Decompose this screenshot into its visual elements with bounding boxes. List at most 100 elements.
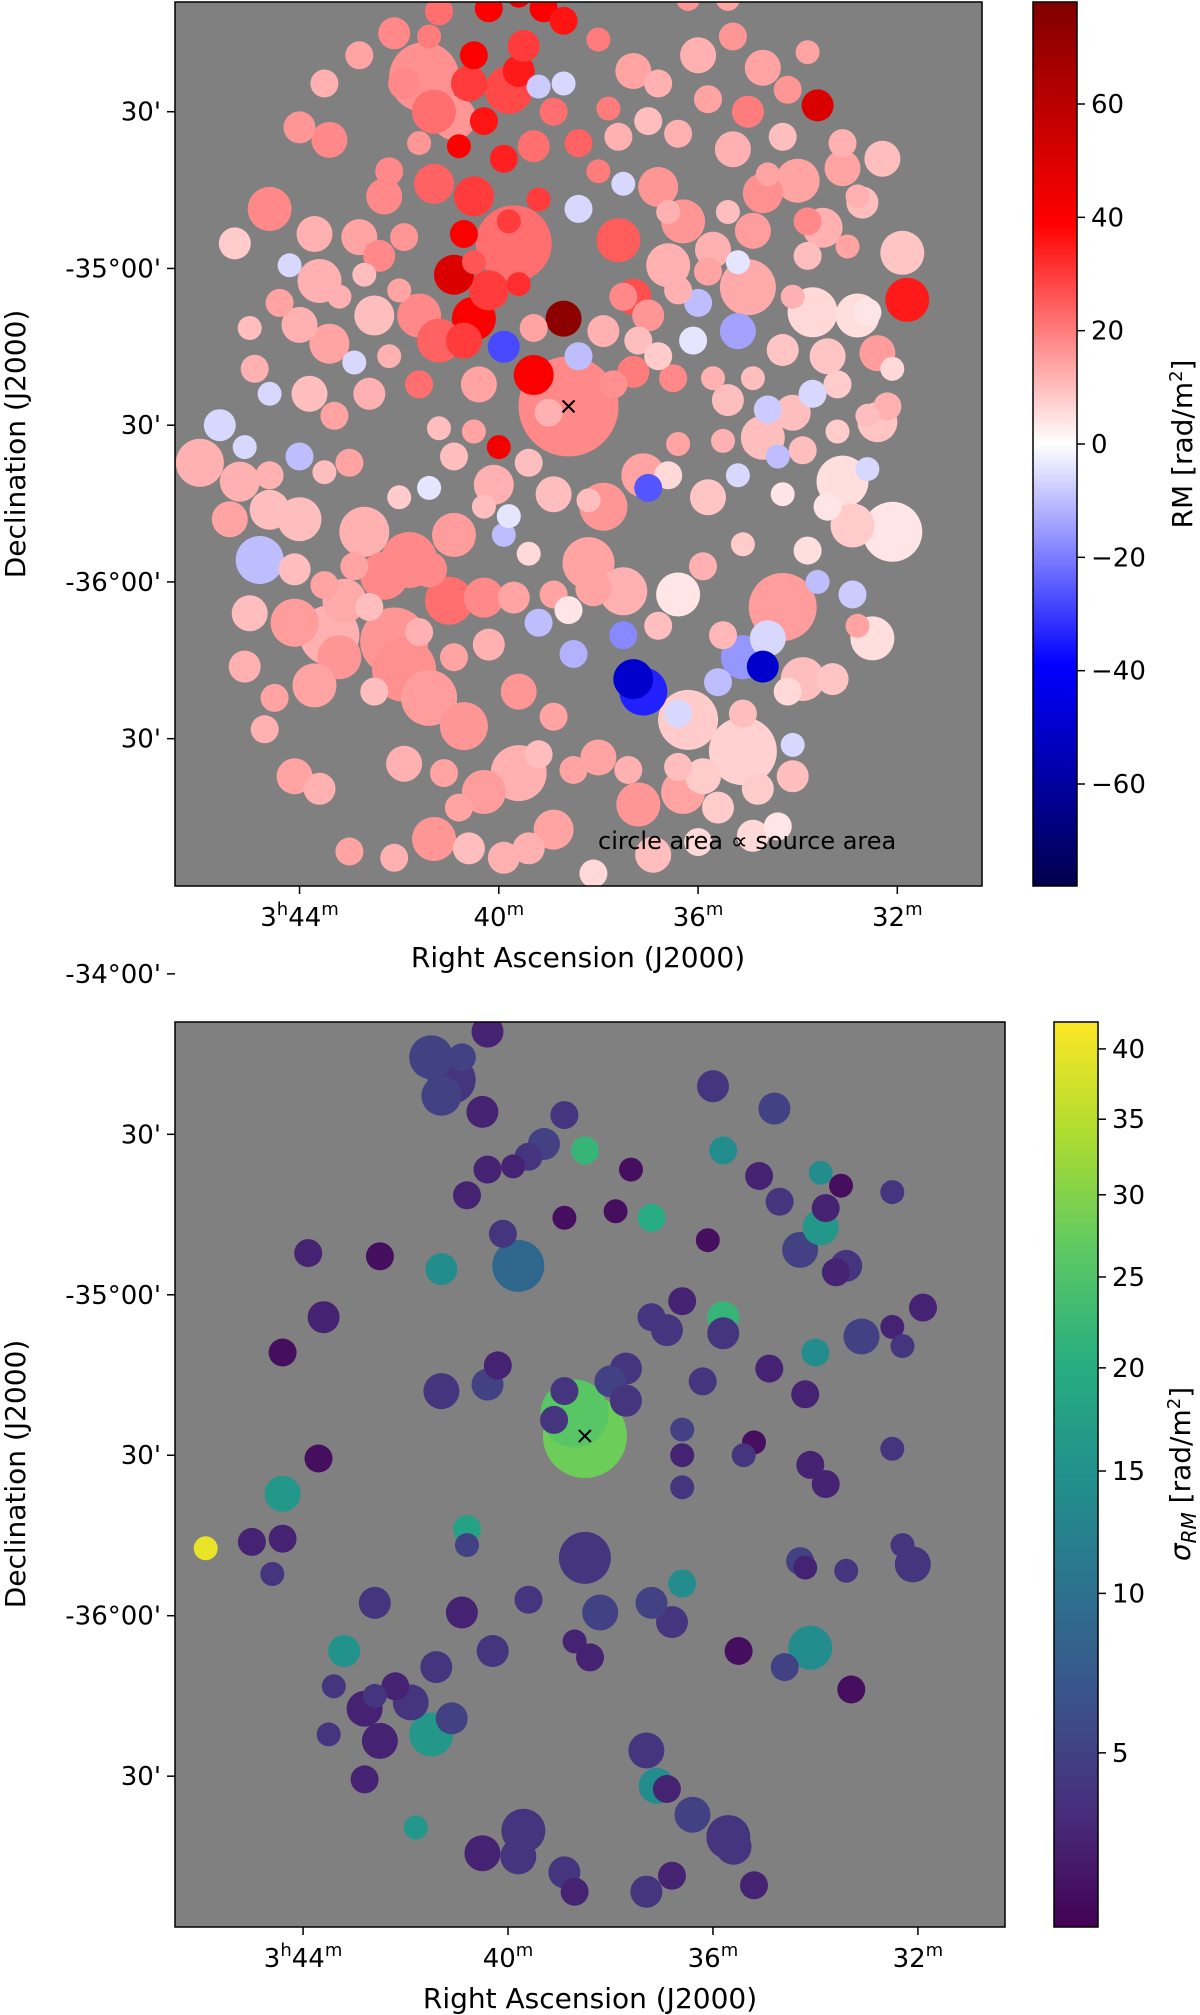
sigma-source-point (304, 1444, 333, 1473)
rm-y-tick-label: -36°00' (65, 568, 161, 598)
sigma-source-point (791, 1380, 820, 1409)
rm-source-point (260, 683, 289, 712)
rm-source-point (813, 492, 842, 521)
rm-source-point (708, 717, 777, 786)
rm-source-point (725, 250, 750, 275)
sigma-source-point (381, 1672, 410, 1701)
rm-source-point (586, 27, 611, 52)
rm-source-point (363, 239, 396, 272)
sigma-x-tick-label: 40m (483, 1940, 534, 1974)
sigma-colorbar-tick-label: 20 (1112, 1354, 1145, 1384)
rm-source-point (554, 596, 583, 625)
rm-source-point (310, 69, 339, 98)
rm-source-point (489, 144, 518, 173)
rm-source-point (718, 22, 747, 51)
sigma-source-point (409, 1035, 454, 1080)
rm-source-point (680, 37, 717, 74)
rm-source-point (327, 284, 352, 309)
rm-source-point (506, 272, 531, 297)
rm-source-point (664, 699, 693, 728)
sigma-source-point (540, 1405, 569, 1434)
sigma-source-point (609, 1384, 642, 1417)
sigma-source-point (707, 1317, 740, 1350)
rm-source-point (432, 512, 476, 557)
rm-source-point (559, 640, 588, 668)
rm-source-point (425, 576, 473, 625)
sigma-source-point (268, 1524, 297, 1553)
sigma-source-point (619, 1157, 643, 1182)
rm-source-point (232, 435, 257, 460)
rm-source-point (303, 772, 336, 805)
rm-source-point (278, 553, 311, 586)
rm-source-point (862, 501, 923, 562)
rm-source-point (417, 24, 442, 49)
rm-source-point (656, 200, 681, 224)
rm-source-point (255, 461, 284, 490)
rm-source-point (644, 611, 673, 640)
sigma-source-point (880, 1180, 905, 1205)
rm-source-point (664, 119, 693, 148)
rm-source-point (604, 122, 633, 151)
sigma-source-point (237, 1527, 266, 1556)
rm-source-point (716, 2, 740, 11)
sigma-source-point (307, 1301, 340, 1334)
rm-source-point (463, 577, 504, 618)
rm-source-point (533, 809, 574, 850)
rm-source-point (446, 134, 471, 159)
rm-source-point (461, 419, 486, 444)
sigma-map-x-axis-label: Right Ascension (J2000) (423, 1982, 757, 2015)
rm-source-point (412, 89, 456, 134)
rm-source-point (317, 635, 362, 680)
rm-source-point (270, 598, 319, 647)
rm-y-tick-label: 30' (121, 411, 161, 441)
rm-source-point (596, 96, 621, 121)
sigma-source-point (483, 1351, 512, 1380)
rm-source-point (704, 668, 732, 697)
rm-source-point (765, 444, 790, 469)
rm-source-point (684, 288, 713, 317)
rm-source-point (835, 234, 860, 259)
sigma-source-point (423, 1373, 460, 1410)
rm-source-point (689, 552, 717, 581)
sigma-colorbar-tick-label: 35 (1112, 1105, 1145, 1135)
rm-source-point (486, 435, 511, 460)
rm-source-point (580, 739, 617, 776)
sigma-source-point (670, 1443, 695, 1468)
sigma-source-point (695, 1228, 720, 1253)
rm-source-point (461, 770, 506, 814)
sigma-source-point (447, 1043, 476, 1072)
rm-source-point (725, 463, 750, 488)
rm-source-point (793, 536, 822, 565)
rm-source-point (500, 673, 537, 710)
sigma-colorbar-label: σRM [rad/m2] (1164, 1387, 1200, 1561)
sigma-source-point (755, 1354, 784, 1383)
rm-source-point (417, 475, 442, 500)
rm-source-point (711, 428, 735, 453)
rm-source-point (310, 571, 339, 600)
sigma-source-point (294, 1239, 323, 1268)
rm-source-point (701, 366, 725, 391)
rm-source-point (497, 581, 530, 614)
sigma-colorbar-tick-label: 40 (1112, 1035, 1145, 1065)
sigma-source-point (576, 1643, 604, 1672)
rm-source-point (412, 817, 456, 861)
rm-source-point (616, 782, 661, 827)
rm-source-point (611, 171, 636, 196)
rm-colorbar-tick-label: 20 (1091, 317, 1124, 347)
rm-source-point (519, 314, 548, 342)
rm-source-point (711, 384, 744, 417)
rm-source-point (355, 593, 384, 621)
rm-source-point (609, 282, 638, 311)
rm-source-point (845, 184, 870, 209)
rm-x-tick-label: 40m (473, 899, 524, 933)
rm-source-point (599, 567, 648, 616)
sigma-source-point (890, 1334, 915, 1359)
sigma-source-point (834, 1558, 859, 1583)
rm-source-point (545, 300, 582, 337)
sigma-source-point (358, 1586, 391, 1619)
rm-source-point (257, 381, 282, 406)
sigma-source-point (558, 1531, 611, 1584)
rm-source-point (312, 460, 337, 485)
sigma-y-tick-label: 30' (121, 1441, 161, 1471)
rm-source-point (587, 315, 620, 348)
